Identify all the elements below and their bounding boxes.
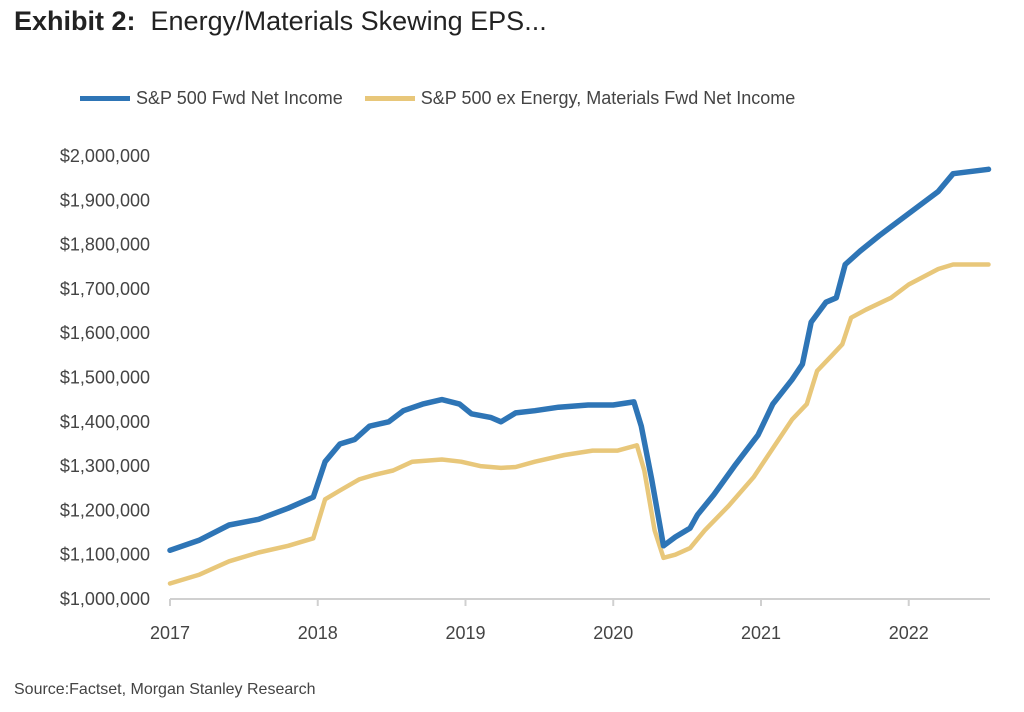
y-tick-label: $1,900,000 <box>60 190 150 210</box>
source-note: Source:Factset, Morgan Stanley Research <box>14 681 316 698</box>
x-tick-label: 2019 <box>445 623 485 643</box>
y-tick-label: $1,000,000 <box>60 589 150 609</box>
y-tick-label: $1,800,000 <box>60 235 150 255</box>
y-tick-label: $1,300,000 <box>60 456 150 476</box>
x-tick-label: 2018 <box>298 623 338 643</box>
legend-label: S&P 500 Fwd Net Income <box>136 88 343 108</box>
y-tick-label: $1,100,000 <box>60 545 150 565</box>
legend-item-sp500: S&P 500 Fwd Net Income <box>80 88 343 109</box>
chart-title: Exhibit 2: Energy/Materials Skewing EPS.… <box>14 6 547 37</box>
y-tick-label: $1,400,000 <box>60 412 150 432</box>
series-line-1 <box>167 262 991 586</box>
series-line-0 <box>167 166 992 554</box>
y-tick-label: $1,500,000 <box>60 368 150 388</box>
legend-label: S&P 500 ex Energy, Materials Fwd Net Inc… <box>420 88 796 108</box>
exhibit-label: Exhibit 2: <box>14 6 136 36</box>
legend: S&P 500 Fwd Net Income S&P 500 ex Energy… <box>80 88 817 109</box>
x-tick-label: 2017 <box>150 623 190 643</box>
legend-item-ex-energy: S&P 500 ex Energy, Materials Fwd Net Inc… <box>364 88 796 109</box>
x-tick-label: 2020 <box>593 623 633 643</box>
title-text: Energy/Materials Skewing EPS... <box>150 6 547 36</box>
y-tick-label: $1,600,000 <box>60 323 150 343</box>
y-tick-label: $1,700,000 <box>60 279 150 299</box>
legend-swatch <box>364 96 415 101</box>
legend-swatch <box>80 96 130 101</box>
y-tick-label: $2,000,000 <box>60 146 150 166</box>
x-tick-label: 2021 <box>741 623 781 643</box>
x-tick-label: 2022 <box>889 623 929 643</box>
y-tick-label: $1,200,000 <box>60 500 150 520</box>
